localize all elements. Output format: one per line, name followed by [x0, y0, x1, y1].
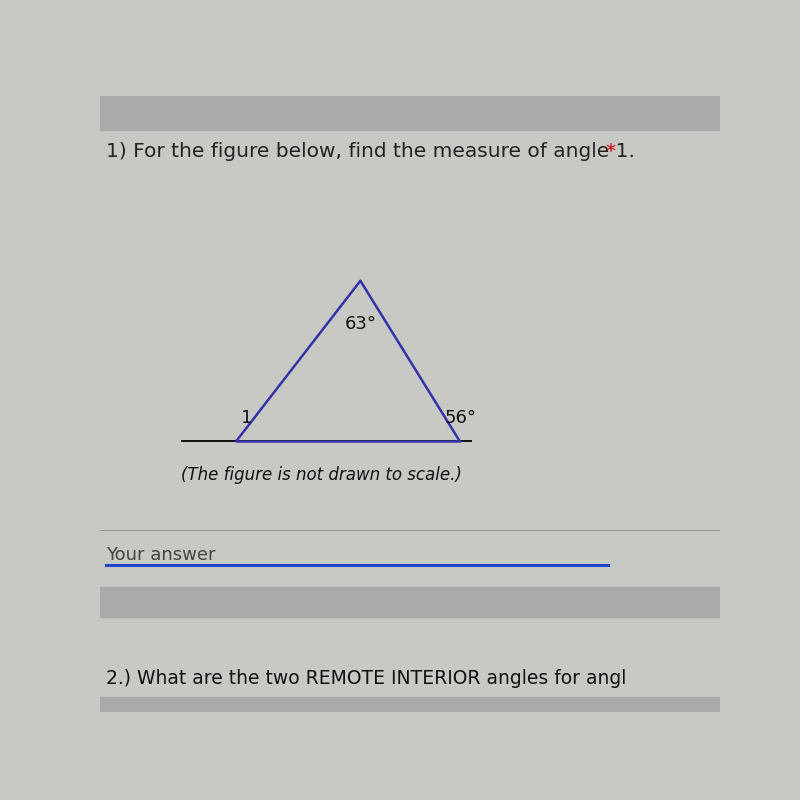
Text: Your answer: Your answer [106, 546, 216, 564]
Bar [100, 96, 720, 130]
Text: 2.) What are the two REMOTE INTERIOR angles for angl: 2.) What are the two REMOTE INTERIOR ang… [106, 669, 626, 688]
Bar [100, 697, 720, 712]
Text: 56°: 56° [444, 410, 476, 427]
Text: 1: 1 [241, 410, 252, 427]
Text: (The figure is not drawn to scale.): (The figure is not drawn to scale.) [181, 466, 462, 484]
Bar [100, 587, 720, 617]
Text: *: * [606, 142, 615, 161]
Text: 1) For the figure below, find the measure of angle 1.: 1) For the figure below, find the measur… [106, 142, 642, 161]
Text: 63°: 63° [345, 314, 377, 333]
